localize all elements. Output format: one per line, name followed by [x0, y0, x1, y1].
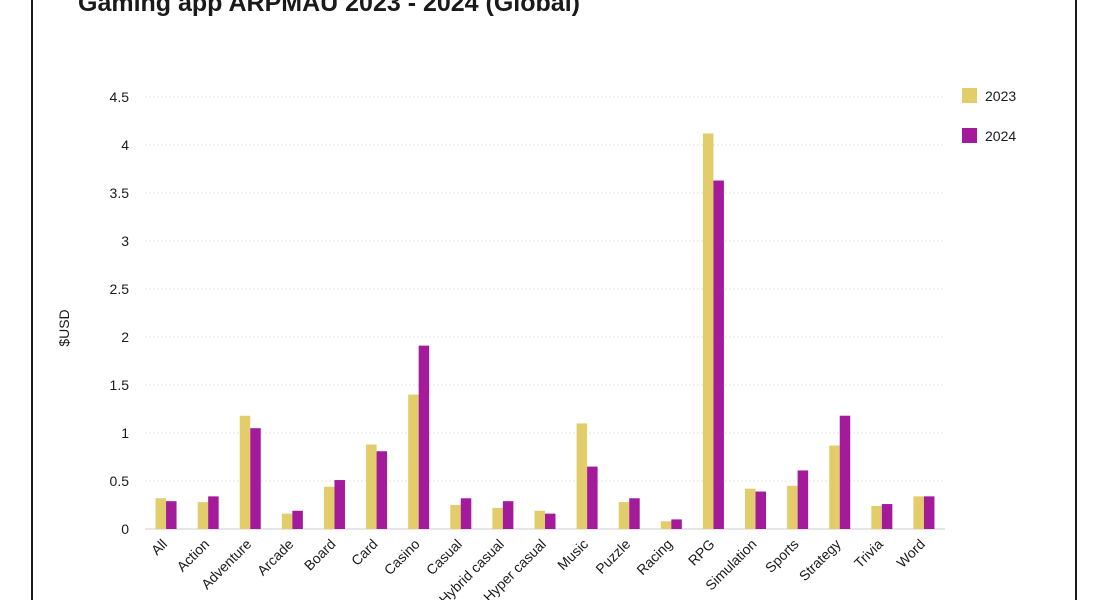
x-tick-label: Trivia: [851, 536, 886, 571]
bar-2023: [239, 415, 251, 529]
bar-2023: [323, 486, 335, 529]
bar-2023: [871, 505, 882, 529]
y-tick-label: 4.5: [110, 89, 130, 105]
bar-2024: [545, 513, 556, 529]
legend: 2023 2024: [962, 88, 1016, 144]
bar-2023: [534, 510, 545, 529]
y-axis-ticks: 0 0.5 1 1.5 2 2.5 3 3.5 4 4.5: [110, 89, 130, 537]
bar-2023: [787, 485, 798, 529]
y-tick-label: 4: [121, 137, 129, 153]
y-tick-label: 2: [121, 329, 129, 345]
y-tick-label: 1: [121, 425, 129, 441]
legend-label-2023: 2023: [985, 88, 1016, 104]
bar-2024: [208, 496, 219, 529]
y-tick-label: 3.5: [110, 185, 130, 201]
bars: [155, 133, 935, 530]
bar-2023: [745, 488, 756, 529]
bar-2023: [155, 498, 167, 529]
bar-2024: [839, 415, 851, 529]
x-tick-label: Card: [348, 536, 381, 569]
y-tick-label: 0: [121, 521, 129, 537]
bar-2023: [408, 394, 419, 529]
bar-2024: [797, 470, 809, 529]
x-tick-label: Word: [893, 536, 928, 571]
bar-2024: [292, 510, 303, 529]
bar-2023: [576, 423, 588, 529]
x-tick-label: Strategy: [796, 536, 844, 584]
y-axis-label: $USD: [56, 309, 72, 346]
y-tick-label: 0.5: [110, 473, 130, 489]
legend-swatch-2023: [962, 88, 977, 103]
bar-2023: [660, 521, 672, 529]
bar-2024: [418, 345, 430, 529]
y-tick-label: 3: [121, 233, 129, 249]
y-tick-label: 2.5: [110, 281, 130, 297]
x-tick-label: Arcade: [254, 536, 297, 579]
bar-2024: [755, 491, 767, 529]
bar-2023: [492, 507, 503, 529]
x-tick-label: Music: [554, 536, 591, 573]
bar-2024: [166, 501, 177, 529]
bar-2023: [829, 445, 840, 529]
frame-right-border: [1075, 0, 1077, 600]
x-tick-label: Racing: [633, 536, 675, 578]
bar-2023: [197, 502, 209, 529]
bar-2024: [671, 519, 682, 529]
bar-2023: [702, 133, 714, 530]
legend-label-2024: 2024: [985, 128, 1016, 144]
bar-2024: [502, 501, 514, 529]
bar-2024: [376, 451, 388, 529]
bar-2023: [366, 444, 377, 529]
bar-2023: [281, 513, 293, 529]
bar-2024: [250, 428, 261, 529]
bar-2024: [629, 498, 640, 529]
gridlines: [145, 96, 945, 530]
legend-swatch-2024: [962, 128, 977, 143]
x-tick-label: All: [148, 536, 170, 558]
x-tick-label: Board: [301, 536, 339, 574]
x-tick-label: Sports: [762, 536, 802, 576]
y-tick-label: 1.5: [110, 377, 130, 393]
bar-2024: [334, 480, 345, 529]
x-tick-label: RPG: [685, 536, 718, 569]
x-tick-label: Puzzle: [592, 536, 633, 577]
x-tick-label: Casino: [381, 536, 423, 578]
bar-2023: [913, 496, 924, 529]
bar-2024: [923, 496, 935, 529]
bar-2023: [450, 505, 461, 529]
bar-2024: [881, 504, 893, 529]
x-tick-label: Action: [173, 536, 212, 575]
bar-2024: [460, 498, 472, 529]
frame-left-border: [31, 0, 33, 600]
bar-2024: [713, 180, 724, 529]
chart-title: Gaming app ARPMAU 2023 - 2024 (Global): [78, 0, 580, 17]
bar-2024: [587, 466, 598, 529]
bar-2023: [618, 502, 630, 529]
